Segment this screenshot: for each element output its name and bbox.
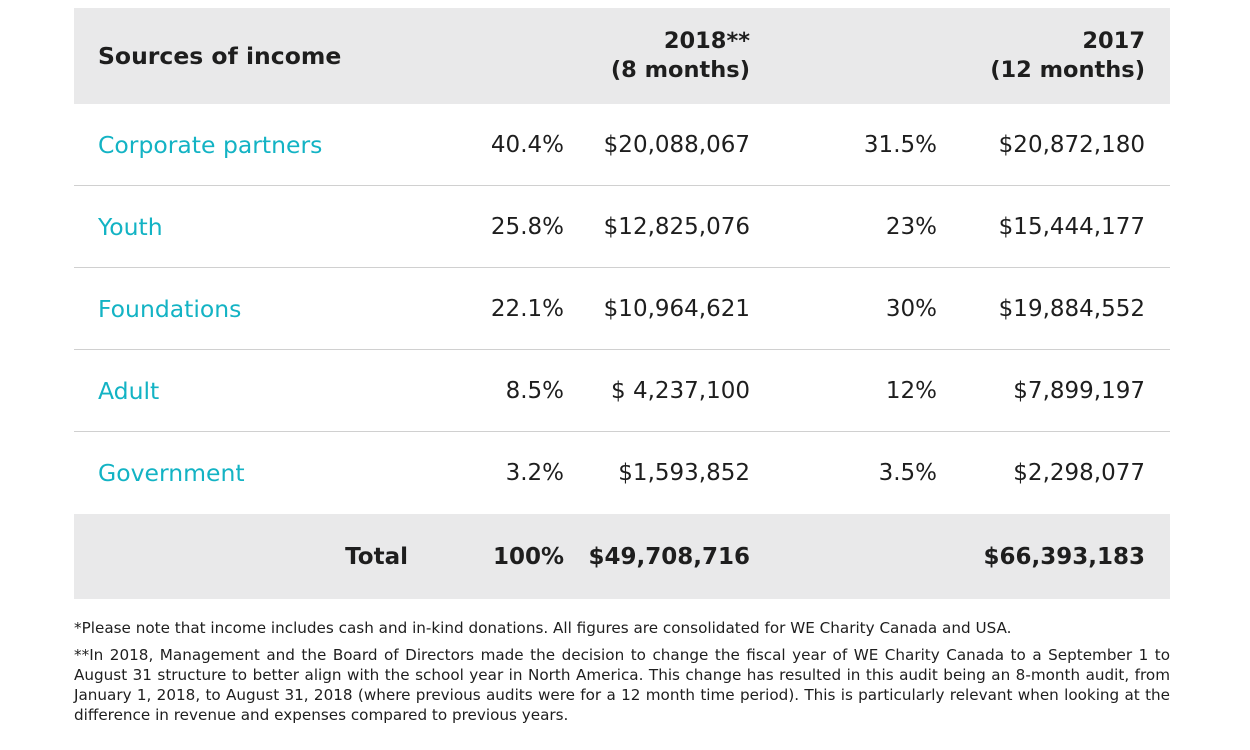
total-row: Total 100% $49,708,716 $66,393,183	[74, 514, 1170, 599]
header-2018-period: (8 months)	[610, 57, 750, 83]
row-pct-2018: 8.5%	[505, 377, 564, 404]
row-label: Adult	[98, 376, 160, 405]
table-row: Corporate partners 40.4% $20,088,067 31.…	[74, 104, 1170, 186]
total-amount-2018: $49,708,716	[588, 543, 750, 570]
row-amount-2018: $ 4,237,100	[611, 377, 750, 404]
total-label: Total	[345, 543, 408, 570]
table-row: Adult 8.5% $ 4,237,100 12% $7,899,197	[74, 350, 1170, 432]
table-row: Youth 25.8% $12,825,076 23% $15,444,177	[74, 186, 1170, 268]
total-amount-2017: $66,393,183	[983, 543, 1145, 570]
footnote-income: *Please note that income includes cash a…	[74, 619, 1012, 637]
row-pct-2018: 25.8%	[490, 213, 564, 240]
total-pct-2018: 100%	[492, 543, 564, 570]
row-pct-2018: 40.4%	[490, 131, 564, 158]
table-row: Foundations 22.1% $10,964,621 30% $19,88…	[74, 268, 1170, 350]
row-amount-2018: $10,964,621	[603, 295, 750, 322]
row-pct-2017: 30%	[885, 295, 937, 322]
footnote-fiscal-year: **In 2018, Management and the Board of D…	[74, 646, 1170, 724]
row-amount-2017: $7,899,197	[1013, 377, 1145, 404]
header-sources-label: Sources of income	[98, 42, 342, 70]
row-pct-2018: 3.2%	[505, 460, 564, 486]
row-label: Corporate partners	[98, 130, 323, 159]
row-amount-2017: $15,444,177	[998, 213, 1145, 240]
row-label: Government	[98, 459, 245, 487]
header-2017: 2017 (12 months)	[990, 27, 1145, 85]
row-pct-2017: 3.5%	[878, 460, 937, 486]
row-pct-2018: 22.1%	[490, 295, 564, 322]
row-label: Foundations	[98, 294, 242, 323]
row-label: Youth	[98, 212, 163, 241]
row-pct-2017: 31.5%	[863, 131, 937, 158]
footnotes: *Please note that income includes cash a…	[74, 618, 1170, 732]
row-amount-2017: $19,884,552	[998, 295, 1145, 322]
row-amount-2017: $2,298,077	[1013, 460, 1145, 486]
header-2018: 2018** (8 months)	[611, 27, 750, 85]
row-amount-2017: $20,872,180	[998, 131, 1145, 158]
header-2017-period: (12 months)	[990, 57, 1145, 83]
row-amount-2018: $20,088,067	[603, 131, 750, 158]
row-amount-2018: $12,825,076	[603, 213, 750, 240]
header-2018-year: 2018**	[663, 28, 750, 54]
row-pct-2017: 23%	[885, 213, 937, 240]
header-2017-year: 2017	[1082, 28, 1145, 54]
table-header: Sources of income 2018** (8 months) 2017…	[74, 8, 1170, 104]
row-pct-2017: 12%	[885, 377, 937, 404]
income-table: Sources of income 2018** (8 months) 2017…	[74, 8, 1170, 599]
row-amount-2018: $1,593,852	[618, 460, 750, 486]
table-row: Government 3.2% $1,593,852 3.5% $2,298,0…	[74, 432, 1170, 514]
